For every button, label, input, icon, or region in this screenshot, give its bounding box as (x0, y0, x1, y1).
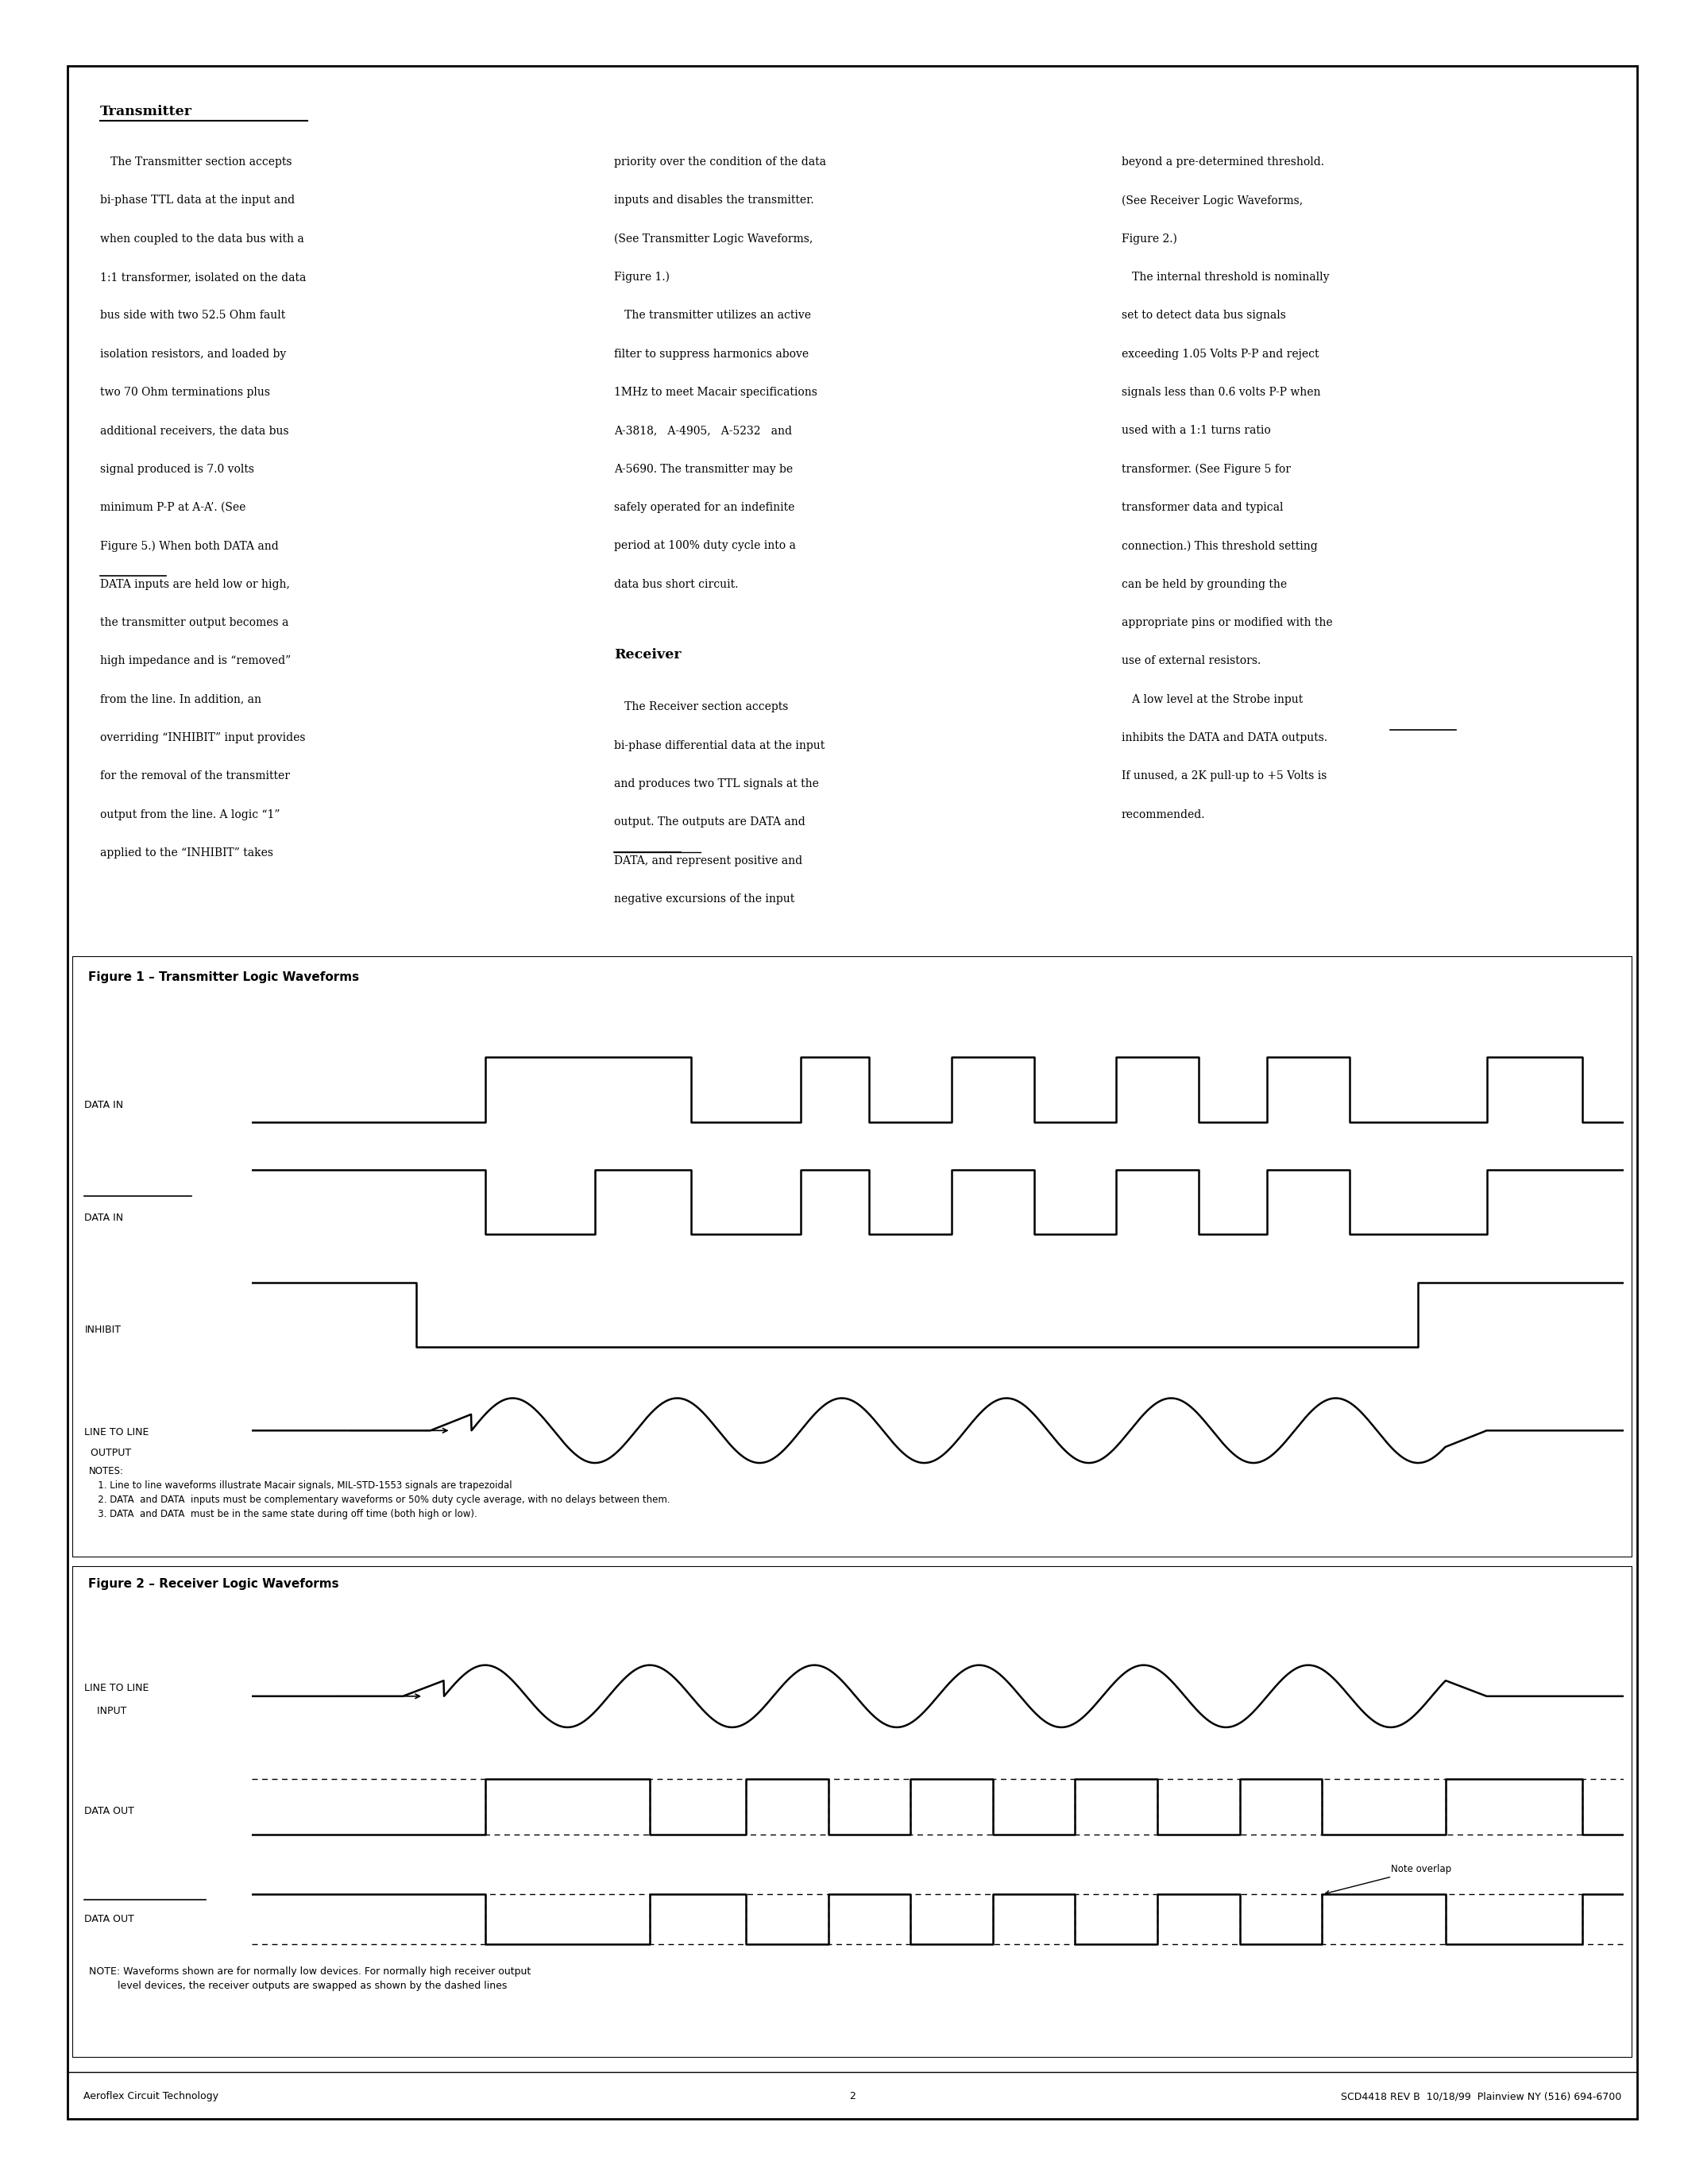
Text: applied to the “INHIBIT” takes: applied to the “INHIBIT” takes (100, 847, 273, 858)
Text: NOTE: Waveforms shown are for normally low devices. For normally high receiver o: NOTE: Waveforms shown are for normally l… (89, 1966, 530, 1992)
Text: SCD4418 REV B  10/18/99  Plainview NY (516) 694-6700: SCD4418 REV B 10/18/99 Plainview NY (516… (1340, 2092, 1622, 2101)
Text: filter to suppress harmonics above: filter to suppress harmonics above (614, 347, 809, 360)
Text: Figure 5.) When both DATA and: Figure 5.) When both DATA and (100, 539, 279, 553)
Text: (See Receiver Logic Waveforms,: (See Receiver Logic Waveforms, (1121, 194, 1303, 205)
Text: A low level at the Strobe input: A low level at the Strobe input (1121, 695, 1303, 705)
Text: negative excursions of the input: negative excursions of the input (614, 893, 795, 904)
Text: additional receivers, the data bus: additional receivers, the data bus (100, 426, 289, 437)
Text: LINE TO LINE: LINE TO LINE (84, 1428, 149, 1437)
Text: A-3818,   A-4905,   A-5232   and: A-3818, A-4905, A-5232 and (614, 426, 792, 437)
Text: Figure 1 – Transmitter Logic Waveforms: Figure 1 – Transmitter Logic Waveforms (88, 972, 360, 983)
Text: If unused, a 2K pull-up to +5 Volts is: If unused, a 2K pull-up to +5 Volts is (1121, 771, 1327, 782)
Text: safely operated for an indefinite: safely operated for an indefinite (614, 502, 795, 513)
Text: two 70 Ohm terminations plus: two 70 Ohm terminations plus (100, 387, 270, 397)
Text: high impedance and is “removed”: high impedance and is “removed” (100, 655, 290, 666)
Text: Aeroflex Circuit Technology: Aeroflex Circuit Technology (83, 2092, 218, 2101)
Text: The Receiver section accepts: The Receiver section accepts (614, 701, 788, 712)
Text: (See Transmitter Logic Waveforms,: (See Transmitter Logic Waveforms, (614, 234, 814, 245)
Text: 2: 2 (849, 2092, 856, 2101)
Text: DATA IN: DATA IN (84, 1212, 123, 1223)
Text: data bus short circuit.: data bus short circuit. (614, 579, 739, 590)
Text: bi-phase differential data at the input: bi-phase differential data at the input (614, 740, 825, 751)
Text: period at 100% duty cycle into a: period at 100% duty cycle into a (614, 539, 797, 550)
Text: NOTES:
   1. Line to line waveforms illustrate Macair signals, MIL-STD-1553 sign: NOTES: 1. Line to line waveforms illustr… (89, 1465, 670, 1520)
Text: set to detect data bus signals: set to detect data bus signals (1121, 310, 1286, 321)
Text: beyond a pre-determined threshold.: beyond a pre-determined threshold. (1121, 157, 1323, 168)
Text: when coupled to the data bus with a: when coupled to the data bus with a (100, 234, 304, 245)
Text: DATA OUT: DATA OUT (84, 1913, 135, 1924)
Text: Figure 1.): Figure 1.) (614, 271, 670, 284)
Text: A-5690. The transmitter may be: A-5690. The transmitter may be (614, 463, 793, 474)
Text: minimum P-P at A-A’. (See: minimum P-P at A-A’. (See (100, 502, 245, 513)
Text: signal produced is 7.0 volts: signal produced is 7.0 volts (100, 463, 253, 474)
Text: DATA OUT: DATA OUT (84, 1806, 135, 1817)
Text: connection.) This threshold setting: connection.) This threshold setting (1121, 539, 1317, 553)
Text: isolation resistors, and loaded by: isolation resistors, and loaded by (100, 347, 285, 360)
Text: exceeding 1.05 Volts P-P and reject: exceeding 1.05 Volts P-P and reject (1121, 347, 1318, 360)
Text: for the removal of the transmitter: for the removal of the transmitter (100, 771, 290, 782)
Text: signals less than 0.6 volts P-P when: signals less than 0.6 volts P-P when (1121, 387, 1320, 397)
Text: priority over the condition of the data: priority over the condition of the data (614, 157, 827, 168)
Text: Receiver: Receiver (614, 649, 682, 662)
Text: output from the line. A logic “1”: output from the line. A logic “1” (100, 808, 280, 821)
Text: Figure 2.): Figure 2.) (1121, 234, 1177, 245)
Text: The transmitter utilizes an active: The transmitter utilizes an active (614, 310, 812, 321)
Text: output. The outputs are DATA and: output. The outputs are DATA and (614, 817, 805, 828)
Text: bus side with two 52.5 Ohm fault: bus side with two 52.5 Ohm fault (100, 310, 285, 321)
Text: The internal threshold is nominally: The internal threshold is nominally (1121, 271, 1328, 282)
Text: can be held by grounding the: can be held by grounding the (1121, 579, 1286, 590)
Text: overriding “INHIBIT” input provides: overriding “INHIBIT” input provides (100, 732, 306, 743)
Text: Transmitter: Transmitter (100, 105, 192, 118)
Text: use of external resistors.: use of external resistors. (1121, 655, 1261, 666)
Text: OUTPUT: OUTPUT (84, 1448, 132, 1459)
Text: and produces two TTL signals at the: and produces two TTL signals at the (614, 778, 819, 788)
Text: recommended.: recommended. (1121, 808, 1205, 821)
Text: Note overlap: Note overlap (1325, 1865, 1452, 1894)
Text: 1:1 transformer, isolated on the data: 1:1 transformer, isolated on the data (100, 271, 306, 282)
Text: appropriate pins or modified with the: appropriate pins or modified with the (1121, 618, 1332, 629)
Text: INPUT: INPUT (84, 1706, 127, 1717)
Text: inputs and disables the transmitter.: inputs and disables the transmitter. (614, 194, 814, 205)
Text: transformer. (See Figure 5 for: transformer. (See Figure 5 for (1121, 463, 1290, 474)
Text: the transmitter output becomes a: the transmitter output becomes a (100, 618, 289, 629)
Text: DATA inputs are held low or high,: DATA inputs are held low or high, (100, 579, 290, 590)
Text: LINE TO LINE: LINE TO LINE (84, 1684, 149, 1693)
Text: The Transmitter section accepts: The Transmitter section accepts (100, 157, 292, 168)
Text: bi-phase TTL data at the input and: bi-phase TTL data at the input and (100, 194, 294, 205)
Text: from the line. In addition, an: from the line. In addition, an (100, 695, 262, 705)
Text: DATA, and represent positive and: DATA, and represent positive and (614, 856, 803, 867)
Text: 1MHz to meet Macair specifications: 1MHz to meet Macair specifications (614, 387, 817, 397)
Text: inhibits the DATA and DATA outputs.: inhibits the DATA and DATA outputs. (1121, 732, 1327, 743)
Text: used with a 1:1 turns ratio: used with a 1:1 turns ratio (1121, 426, 1271, 437)
Text: transformer data and typical: transformer data and typical (1121, 502, 1283, 513)
Text: Figure 2 – Receiver Logic Waveforms: Figure 2 – Receiver Logic Waveforms (88, 1579, 339, 1590)
Text: INHIBIT: INHIBIT (84, 1326, 122, 1334)
Text: DATA IN: DATA IN (84, 1101, 123, 1109)
